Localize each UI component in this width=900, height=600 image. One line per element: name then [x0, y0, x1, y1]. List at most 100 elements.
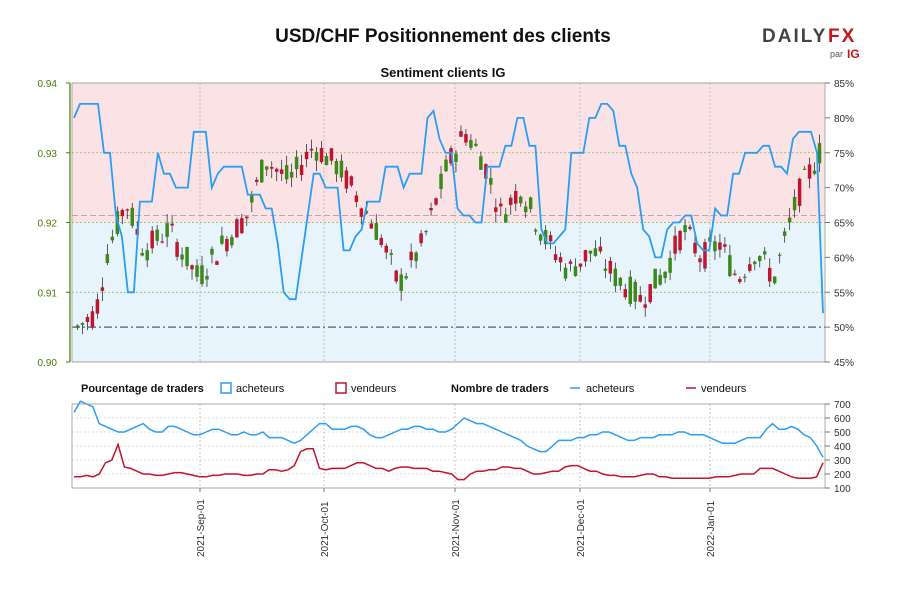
candle-body — [513, 191, 518, 204]
candle-body — [628, 276, 633, 304]
candle-body — [90, 311, 95, 328]
candle-body — [364, 210, 369, 214]
logo-brand: DAILY — [762, 26, 827, 47]
candle-body — [494, 207, 498, 212]
candle-body — [255, 179, 259, 182]
candle-body — [294, 156, 299, 170]
candle-body — [528, 197, 533, 210]
candle-body — [603, 268, 608, 271]
buyers-count-line — [73, 400, 824, 458]
candle-body — [663, 271, 667, 279]
legend-count-buyers: acheteurs — [586, 383, 635, 395]
candle-body — [563, 267, 568, 279]
candle-body — [349, 176, 354, 186]
candle-body — [583, 250, 588, 262]
candle-body — [359, 208, 364, 217]
candle-body — [643, 304, 647, 308]
candle-body — [653, 268, 657, 289]
candle-body — [693, 242, 697, 254]
candle-body — [95, 299, 100, 314]
candle-body — [772, 276, 777, 284]
candle-body — [439, 173, 443, 189]
candle-body — [807, 164, 812, 179]
main-panel: 0.94 0.93 0.92 0.91 0.90 85% 80% 75% 70% 65% 60% 5… — [38, 79, 855, 369]
candle-body — [753, 261, 757, 265]
legend-pct-sellers: vendeurs — [351, 383, 397, 395]
date-tick-label: 2021-Sep-01 — [196, 499, 207, 557]
candle-body — [593, 248, 598, 256]
candle-body — [429, 208, 433, 211]
price-tick-label: 0.93 — [38, 149, 58, 160]
candle-body — [648, 284, 652, 303]
candle-body — [424, 230, 428, 233]
candle-body — [623, 289, 628, 298]
candle-body — [683, 225, 687, 233]
candle-body — [274, 168, 279, 172]
candle-body — [299, 164, 304, 176]
candle-body — [339, 160, 344, 178]
candle-body — [504, 214, 508, 223]
candle-body — [245, 216, 249, 219]
candle-body — [120, 210, 125, 217]
percent-tick-label: 80% — [834, 114, 854, 125]
candle-body — [673, 235, 677, 254]
candle-body — [80, 323, 85, 325]
legend-pct-buyers-swatch — [220, 382, 232, 394]
candle-body — [185, 246, 189, 267]
candle-body — [85, 316, 90, 322]
percent-tick-label: 45% — [834, 358, 854, 369]
candle-body — [289, 171, 294, 178]
date-tick-label: 2021-Dec-01 — [576, 499, 587, 557]
candle-body — [553, 254, 558, 261]
percent-tick-label: 55% — [834, 288, 854, 299]
count-axis-ticks: 700 600 500 400 300 200 100 — [825, 400, 851, 495]
candle-body — [792, 196, 797, 211]
price-tick-label: 0.94 — [38, 79, 58, 90]
candle-body — [588, 250, 593, 254]
candle-body — [568, 261, 573, 264]
count-tick-label: 600 — [834, 414, 851, 425]
legend-pct-sellers-swatch — [335, 382, 347, 394]
candle-body — [678, 231, 682, 251]
count-tick-label: 300 — [834, 456, 851, 467]
candle-body — [787, 217, 792, 223]
percent-tick-label: 65% — [834, 219, 854, 230]
candle-body — [638, 294, 642, 302]
candle-body — [703, 242, 707, 269]
price-tick-label: 0.91 — [38, 288, 58, 299]
candle-body — [573, 266, 578, 277]
candle-body — [723, 244, 727, 247]
candle-body — [190, 265, 194, 270]
count-panel: 700 600 500 400 300 200 100 — [71, 400, 851, 495]
date-axis: 2021-Sep-01 2021-Oct-01 2021-Nov-01 2021-De… — [196, 488, 717, 557]
candle-body — [145, 250, 149, 261]
candle-body — [225, 238, 229, 252]
candle-body — [578, 263, 583, 267]
candle-body — [748, 264, 752, 271]
candle-body — [668, 257, 672, 273]
candle-body — [105, 254, 110, 264]
candle-body — [777, 254, 782, 256]
count-grid — [72, 403, 825, 489]
candle-body — [758, 256, 762, 262]
count-tick-label: 700 — [834, 400, 851, 411]
candle-body — [523, 206, 528, 213]
candle-body — [479, 156, 483, 170]
candle-body — [812, 170, 817, 174]
price-tick-label: 0.90 — [38, 358, 58, 369]
candle-body — [558, 257, 563, 263]
percent-tick-label: 50% — [834, 323, 854, 334]
candle-body — [279, 169, 284, 174]
candle-body — [464, 134, 468, 143]
candle-body — [509, 197, 513, 205]
count-vertical-grid — [199, 404, 711, 488]
candle-body — [130, 207, 135, 226]
candle-body — [598, 246, 603, 252]
candle-body — [459, 131, 463, 137]
candle-body — [319, 148, 324, 163]
count-tick-label: 100 — [834, 484, 851, 495]
percent-tick-label: 75% — [834, 149, 854, 160]
candle-body — [264, 166, 269, 170]
candle-body — [304, 151, 309, 160]
